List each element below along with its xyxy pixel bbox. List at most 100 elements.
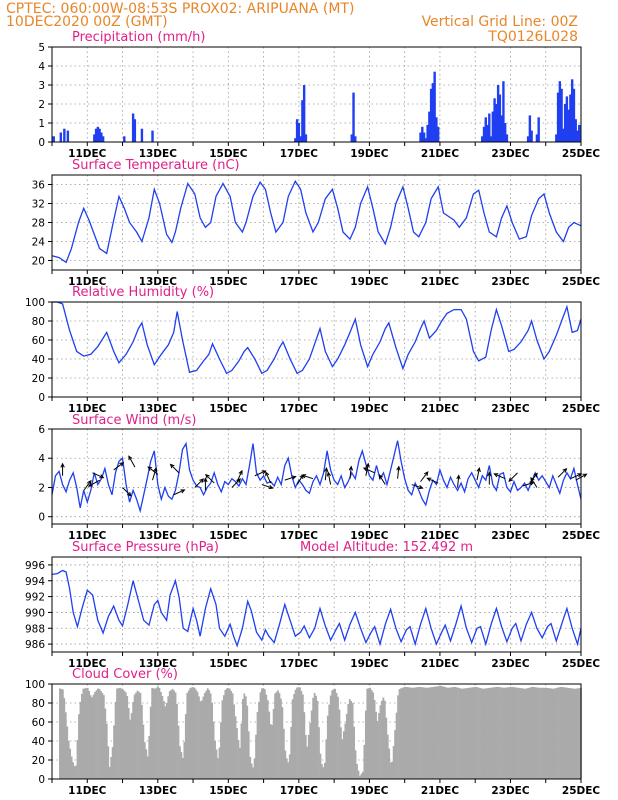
y-tick-label: 20 [32,755,45,767]
cloud-bar [378,713,380,779]
cloud-bar [502,687,505,779]
precip-bar [131,113,135,142]
precip-title: Precipitation (mm/h) [72,30,205,45]
cloud-bar [95,690,98,779]
panel-4: 0 2 4 6 11DEC 13DEC 15DEC 17DEC 19DEC 21DEC 23DEC 2… [38,424,600,542]
wind-arrow [522,481,534,487]
cloud-bar [364,710,367,779]
x-tick-label: 15DEC [209,403,248,415]
cloud-bar [335,692,338,779]
cloud-bar [73,766,76,779]
cloud-bar [129,719,132,779]
wind-arrow-head [205,473,210,479]
x-tick-label: 25DEC [562,530,601,542]
x-tick-label: 13DEC [139,276,178,288]
cloud-bar [569,688,572,779]
cloud-bar [542,687,544,779]
precip-bar [500,115,503,142]
wind-arrow-head [60,462,65,468]
cloud-bar [462,688,465,779]
y-tick-label: 40 [32,354,45,366]
cloud-bar [209,693,212,779]
precip-bar [299,136,302,142]
wind-arrow-head [99,474,105,479]
cloud-bar [237,739,240,779]
cloud-bar [487,687,490,779]
panel-3: 0 20 40 60 80 100 11DEC 13DEC 15DEC 17DEC 19DEC 21D… [25,297,600,415]
wind-arrow [397,466,400,479]
cloud-bar [110,757,113,779]
cloud-bar [143,742,146,779]
cloud-bar [492,687,495,779]
cloud-bar [152,688,155,779]
cloud-bar [211,702,214,779]
precip-bar [96,126,100,142]
cloud-bar [362,771,364,779]
cloud-bar [284,750,287,779]
precip-bar [498,94,502,142]
cloud-bar [479,687,481,779]
panel-frame [51,683,582,780]
x-tick-label: 19DEC [350,403,389,415]
x-tick-label: 13DEC [139,148,178,160]
cloud-bar [230,690,233,779]
cloud-bar [63,698,66,779]
cloud-bar [366,688,369,779]
cloud-bar [64,712,67,779]
wind-arrow-head [268,484,274,490]
cloud-bar [157,686,159,779]
x-tick-label: 23DEC [491,785,530,797]
cloud-bar [206,688,209,779]
cloud-bar [177,725,180,779]
wind-arrow [420,471,429,482]
precip-bar [436,126,440,142]
wind-arrow [427,477,439,484]
precip-bar [302,85,306,142]
cloud-bar [220,722,222,779]
panel-6: 0 20 40 60 80 100 11DEC 13DEC 15DEC 17DEC 19DEC 21D… [25,679,600,797]
cloud-bar [416,687,418,779]
cloud-bar [316,700,319,779]
cloud-bar [100,690,102,779]
wind-arrow-head [119,462,125,467]
precip-bar [424,138,428,142]
precip-bar [578,124,581,142]
cloud-bar [385,717,388,779]
model-altitude-note: Model Altitude: 152.492 m [300,540,473,555]
wind-arrow [296,474,304,485]
cloud-bar [69,748,72,779]
cloud-bar [449,687,452,779]
cloud-bar [506,687,509,779]
cloud-bar [121,689,124,779]
cloud-bar [577,688,579,779]
cloud-bar [59,688,61,779]
x-tick-label: 21DEC [421,148,460,160]
precip-bar [488,113,491,142]
x-tick-label: 25DEC [562,403,601,415]
cloud-bar [515,687,518,779]
wind-arrow [324,468,328,481]
cloud-bar [321,764,323,779]
cloud-bar [266,700,269,779]
cloud-bar [61,689,64,779]
cloud-bar [422,687,424,779]
cloud-bar [167,696,170,779]
panel-2: 20 24 28 32 36 11DEC 13DEC 15DEC 17DEC 19DEC 21DEC… [32,174,600,288]
cloud-bar [389,762,392,779]
precip-bar [555,134,558,142]
wind-arrow-head [493,473,499,478]
cloud-bar [186,692,189,779]
cloud-bar [66,726,69,779]
x-tick-label: 15DEC [209,530,248,542]
cloud-bar [533,687,536,779]
cloud-bar [423,687,426,779]
cloud-bar [477,687,480,779]
cloud-bar [187,690,190,779]
cloud-bar [518,687,521,779]
cloud-bar [246,705,249,779]
wind-arrow [254,470,266,477]
cloud-bar [288,754,291,779]
cloud-bar [291,699,294,779]
cloud-bar [133,694,136,779]
